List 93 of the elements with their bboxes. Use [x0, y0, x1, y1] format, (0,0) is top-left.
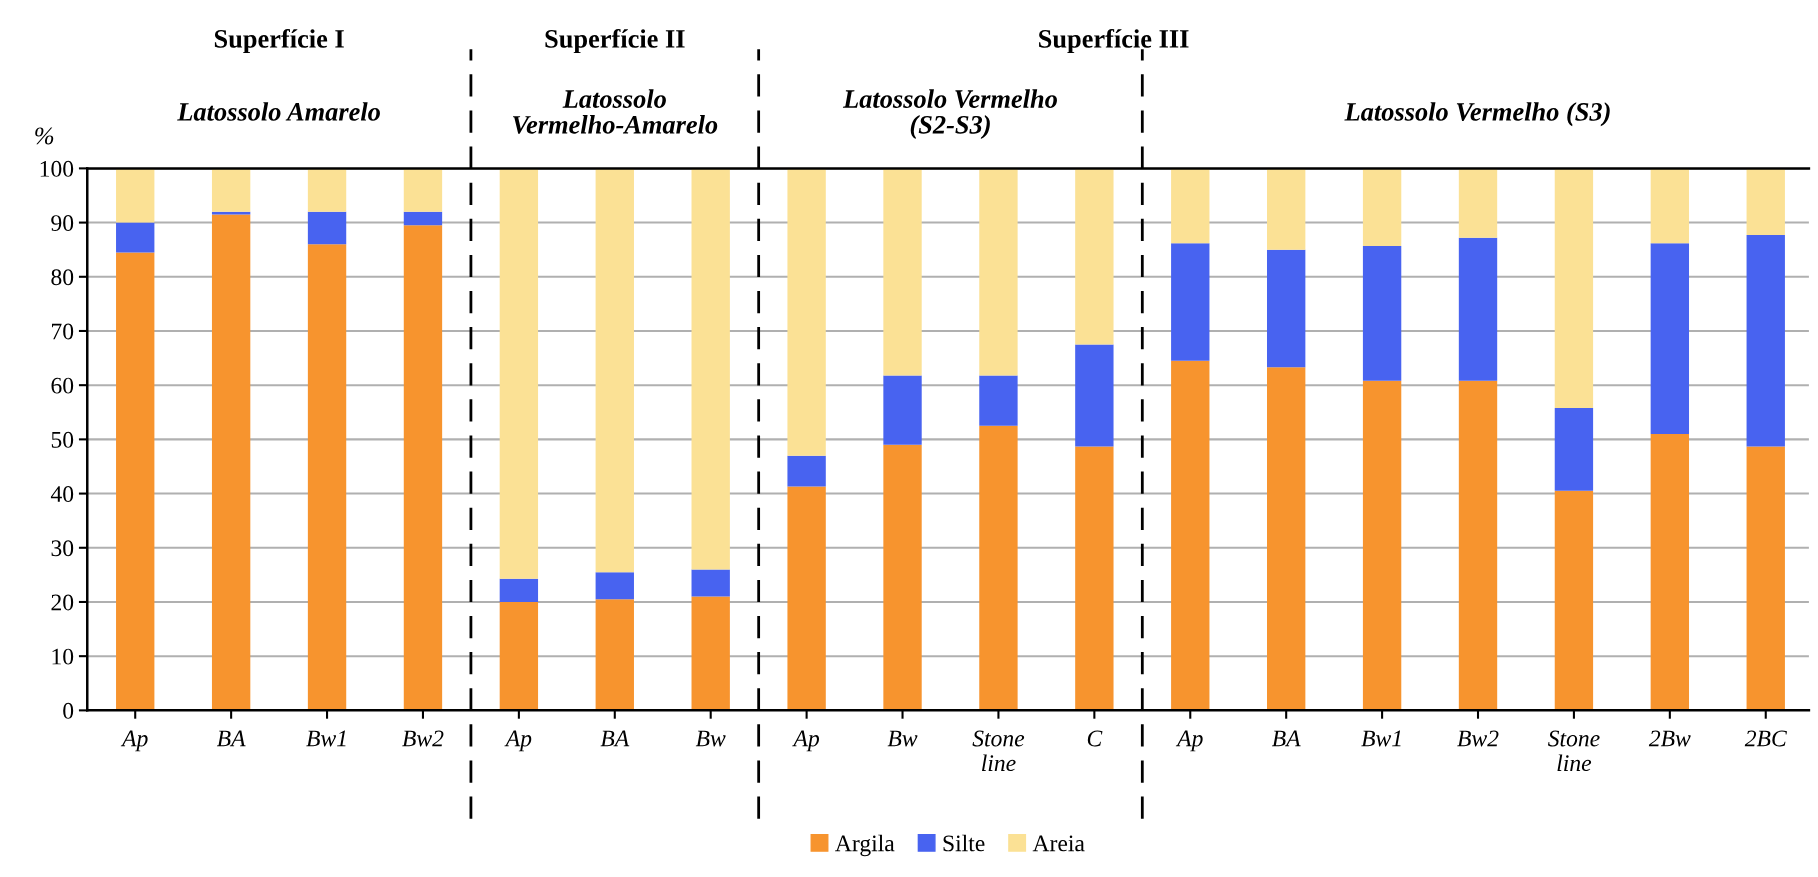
bar — [691, 596, 730, 711]
bar — [211, 214, 251, 711]
x-tick-label: BA — [216, 730, 246, 747]
x-tick-label: Bw — [887, 730, 918, 747]
bar — [116, 168, 155, 223]
bar — [1458, 237, 1498, 381]
bar — [595, 168, 634, 573]
x-tick-label: Bw2 — [1457, 730, 1499, 747]
legend-label: Silte — [943, 834, 985, 852]
y-tick-label: 30 — [51, 540, 74, 557]
x-tick-label: Bw2 — [402, 730, 444, 747]
x-tick-label: BA — [1271, 730, 1301, 747]
bar — [116, 222, 155, 253]
bar — [1554, 490, 1594, 711]
bar — [499, 578, 539, 602]
bar — [979, 168, 1018, 376]
bar — [1075, 168, 1114, 345]
bar — [883, 375, 922, 445]
x-tick-label: Stone line — [972, 730, 1025, 772]
bar — [979, 375, 1018, 426]
y-tick-label: 90 — [51, 215, 74, 232]
bar — [787, 486, 826, 711]
bar — [691, 569, 730, 597]
y-tick-label: 50 — [51, 431, 74, 448]
x-tick-label: 2BC — [1744, 730, 1787, 747]
bar — [787, 168, 826, 456]
x-tick-label: Bw1 — [306, 730, 346, 747]
bar — [403, 168, 443, 212]
bar — [1746, 235, 1785, 447]
y-tick-label: 40 — [50, 486, 74, 502]
y-tick-label: 60 — [51, 377, 74, 394]
bar — [691, 168, 730, 570]
bar — [1171, 360, 1210, 711]
text: Superfície I — [214, 28, 344, 54]
bar — [1746, 446, 1785, 711]
bar — [1171, 168, 1210, 244]
bar — [883, 444, 922, 711]
y-tick-label: 80 — [51, 269, 74, 286]
bar — [1650, 433, 1690, 711]
bar — [787, 455, 826, 487]
text: Latossolo Amarelo — [177, 102, 380, 121]
bar — [1362, 168, 1402, 246]
bar — [1075, 446, 1114, 711]
bar — [1746, 168, 1785, 236]
x-tick-label: Bw — [695, 730, 726, 747]
bar — [595, 572, 634, 600]
bar — [1650, 168, 1690, 244]
bar — [499, 601, 539, 711]
bar — [1267, 168, 1306, 250]
y-tick-label: 0 — [63, 702, 74, 719]
bar — [307, 244, 347, 711]
text: Latossolo Vermelho-Amarelo — [512, 89, 718, 134]
y-axis-title: % — [35, 127, 54, 145]
bar — [1554, 168, 1594, 408]
y-tick-label: 100 — [40, 160, 74, 177]
bar — [595, 599, 634, 711]
text: Latossolo Vermelho (S2-S3) — [842, 89, 1057, 140]
bar — [211, 168, 251, 212]
bar — [1458, 168, 1498, 238]
bar — [1554, 407, 1594, 491]
text: Latossolo Vermelho (S3) — [1344, 102, 1610, 127]
bar — [1362, 245, 1402, 381]
bar — [1458, 380, 1498, 711]
y-tick-label: 70 — [52, 323, 74, 340]
x-tick-label: Ap — [1175, 730, 1203, 752]
bar — [1267, 249, 1306, 368]
bar — [403, 211, 443, 226]
x-tick-label: C — [1087, 730, 1103, 747]
x-tick-label: 2Bw — [1648, 730, 1691, 747]
bar — [1650, 243, 1690, 434]
bar — [1075, 344, 1114, 447]
legend-label: Argila — [835, 834, 895, 857]
bar — [1362, 380, 1402, 711]
y-tick-label: 20 — [51, 594, 74, 611]
bar — [1267, 367, 1306, 711]
bar — [883, 168, 922, 376]
bar — [403, 225, 443, 711]
x-tick-label: Ap — [504, 730, 532, 752]
x-tick-label: Ap — [792, 730, 820, 752]
x-tick-label: Ap — [120, 730, 148, 752]
x-tick-label: Stone line — [1547, 730, 1600, 772]
text: Superfície II — [545, 28, 685, 54]
bar — [979, 425, 1018, 711]
x-tick-label: Bw1 — [1361, 730, 1401, 747]
bar — [116, 252, 155, 711]
bar — [307, 168, 347, 212]
bar — [1171, 243, 1210, 361]
y-tick-label: 10 — [52, 648, 74, 665]
bar — [307, 211, 347, 245]
bar — [499, 168, 539, 579]
text: Superfície III — [1039, 28, 1189, 54]
x-tick-label: BA — [600, 730, 630, 747]
legend-label: Areia — [1032, 835, 1085, 852]
